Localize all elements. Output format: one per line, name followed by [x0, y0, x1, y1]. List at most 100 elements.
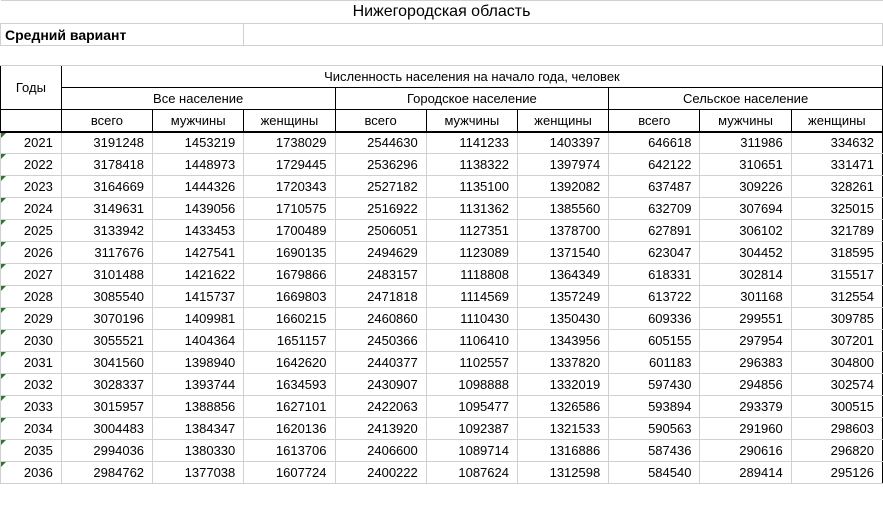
cell-year: 2032	[1, 374, 62, 396]
cell-value: 1089714	[426, 440, 517, 462]
cell-value: 1642620	[244, 352, 335, 374]
cell-value: 1607724	[244, 462, 335, 484]
header-group-rural: Сельское население	[609, 88, 883, 110]
cell-value: 1415737	[153, 286, 244, 308]
subcol-total: всего	[61, 110, 152, 132]
cell-value: 1378700	[517, 220, 608, 242]
cell-value: 1651157	[244, 330, 335, 352]
cell-year: 2030	[1, 330, 62, 352]
table-row: 2026311767614275411690135249462911230891…	[1, 242, 883, 264]
cell-value: 3055521	[61, 330, 152, 352]
cell-value: 3015957	[61, 396, 152, 418]
cell-value: 1444326	[153, 176, 244, 198]
cell-value: 289414	[700, 462, 791, 484]
cell-value: 1720343	[244, 176, 335, 198]
header-group-urban: Городское население	[335, 88, 609, 110]
cell-value: 1669803	[244, 286, 335, 308]
cell-value: 307694	[700, 198, 791, 220]
cell-value: 1384347	[153, 418, 244, 440]
cell-value: 1371540	[517, 242, 608, 264]
cell-value: 1316886	[517, 440, 608, 462]
cell-value: 1087624	[426, 462, 517, 484]
cell-value: 2422063	[335, 396, 426, 418]
cell-value: 1332019	[517, 374, 608, 396]
cell-value: 1123089	[426, 242, 517, 264]
cell-value: 609336	[609, 308, 700, 330]
cell-year: 2031	[1, 352, 62, 374]
cell-value: 3191248	[61, 132, 152, 154]
cell-value: 1350430	[517, 308, 608, 330]
table-row: 2031304156013989401642620244037711025571…	[1, 352, 883, 374]
cell-value: 321789	[791, 220, 882, 242]
cell-value: 304452	[700, 242, 791, 264]
cell-value: 1397974	[517, 154, 608, 176]
cell-value: 632709	[609, 198, 700, 220]
cell-value: 1738029	[244, 132, 335, 154]
subcol-men: мужчины	[153, 110, 244, 132]
cell-value: 328261	[791, 176, 882, 198]
cell-value: 1095477	[426, 396, 517, 418]
cell-value: 296383	[700, 352, 791, 374]
table-row: 2023316466914443261720343252718211351001…	[1, 176, 883, 198]
table-row: 2032302833713937441634593243090710988881…	[1, 374, 883, 396]
cell-value: 3085540	[61, 286, 152, 308]
subcol-men: мужчины	[700, 110, 791, 132]
cell-value: 618331	[609, 264, 700, 286]
table-row: 2036298476213770381607724240022210876241…	[1, 462, 883, 484]
cell-value: 627891	[609, 220, 700, 242]
cell-value: 1135100	[426, 176, 517, 198]
table-row: 2025313394214334531700489250605111273511…	[1, 220, 883, 242]
cell-value: 1433453	[153, 220, 244, 242]
cell-value: 1131362	[426, 198, 517, 220]
cell-year: 2022	[1, 154, 62, 176]
cell-value: 1357249	[517, 286, 608, 308]
header-main: Численность населения на начало года, че…	[61, 66, 882, 88]
table-row: 2034300448313843471620136241392010923871…	[1, 418, 883, 440]
table-row: 2028308554014157371669803247181811145691…	[1, 286, 883, 308]
cell-value: 310651	[700, 154, 791, 176]
cell-value: 1321533	[517, 418, 608, 440]
cell-value: 3101488	[61, 264, 152, 286]
cell-value: 290616	[700, 440, 791, 462]
cell-value: 3178418	[61, 154, 152, 176]
cell-value: 1679866	[244, 264, 335, 286]
cell-value: 1326586	[517, 396, 608, 418]
cell-value: 1427541	[153, 242, 244, 264]
cell-value: 304800	[791, 352, 882, 374]
cell-value: 2994036	[61, 440, 152, 462]
cell-year: 2025	[1, 220, 62, 242]
cell-value: 1404364	[153, 330, 244, 352]
table-row: 2029307019614099811660215246086011104301…	[1, 308, 883, 330]
cell-value: 2413920	[335, 418, 426, 440]
cell-year: 2033	[1, 396, 62, 418]
cell-value: 1141233	[426, 132, 517, 154]
cell-value: 296820	[791, 440, 882, 462]
cell-value: 3133942	[61, 220, 152, 242]
subcol-men: мужчины	[426, 110, 517, 132]
cell-year: 2021	[1, 132, 62, 154]
cell-value: 301168	[700, 286, 791, 308]
cell-value: 1102557	[426, 352, 517, 374]
cell-value: 1729445	[244, 154, 335, 176]
cell-value: 1613706	[244, 440, 335, 462]
cell-value: 1392082	[517, 176, 608, 198]
cell-value: 331471	[791, 154, 882, 176]
cell-value: 1380330	[153, 440, 244, 462]
cell-value: 334632	[791, 132, 882, 154]
cell-year: 2029	[1, 308, 62, 330]
cell-value: 1364349	[517, 264, 608, 286]
cell-value: 3070196	[61, 308, 152, 330]
region-title: Нижегородская область	[1, 1, 883, 24]
cell-value: 1398940	[153, 352, 244, 374]
cell-value: 1403397	[517, 132, 608, 154]
cell-value: 1377038	[153, 462, 244, 484]
cell-value: 2984762	[61, 462, 152, 484]
cell-value: 2494629	[335, 242, 426, 264]
cell-value: 2471818	[335, 286, 426, 308]
cell-value: 300515	[791, 396, 882, 418]
cell-value: 2536296	[335, 154, 426, 176]
cell-year: 2036	[1, 462, 62, 484]
cell-value: 1634593	[244, 374, 335, 396]
cell-value: 2440377	[335, 352, 426, 374]
cell-value: 584540	[609, 462, 700, 484]
